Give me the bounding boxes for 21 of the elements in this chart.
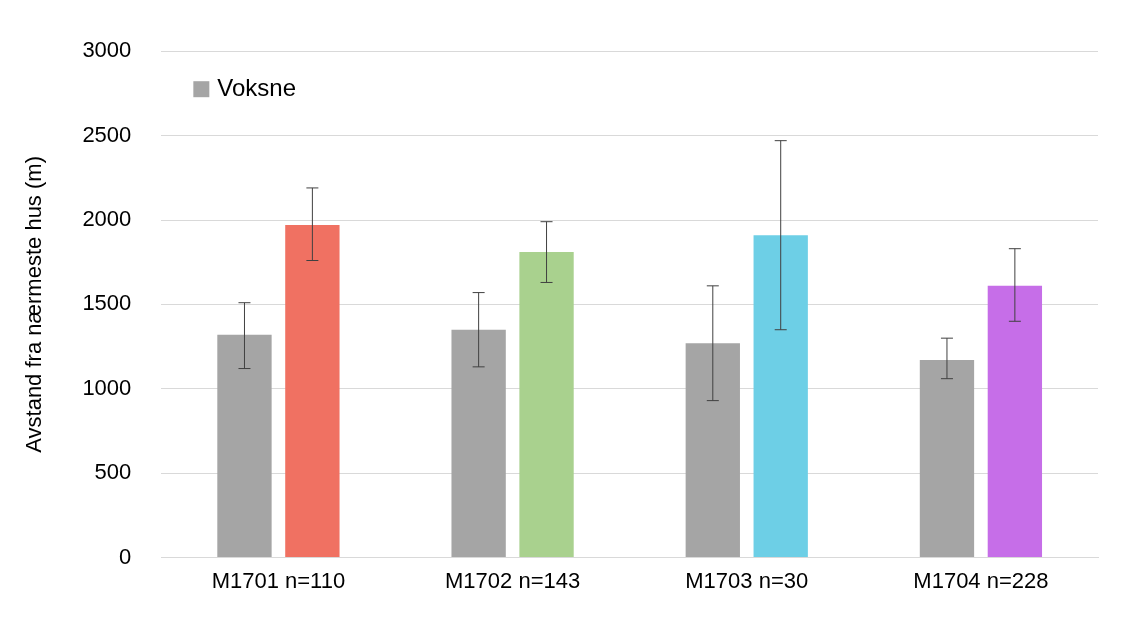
bar [753,235,808,558]
y-tick-label: 1500 [82,290,132,316]
x-tick-label: M1702 n=143 [445,567,581,593]
y-tick-label: 500 [94,459,132,485]
y-axis-title: Avstand fra nærmeste hus (m) [21,156,47,453]
x-tick-label: M1703 n=30 [685,567,809,593]
y-tick-label: 0 [119,543,132,569]
bar [987,285,1043,558]
bar [519,252,574,558]
x-tick-label: M1704 n=228 [913,567,1049,593]
y-tick-label: 2500 [82,121,132,147]
bar [217,334,272,558]
y-tick-label: 3000 [82,37,132,63]
bar [285,225,340,558]
y-tick-label: 2000 [82,206,132,232]
bar [451,329,506,558]
bar [685,343,740,558]
y-tick-label: 1000 [82,374,132,400]
x-tick-label: M1701 n=110 [211,567,346,593]
legend-label: Voksne [217,73,297,101]
bar [919,360,975,558]
